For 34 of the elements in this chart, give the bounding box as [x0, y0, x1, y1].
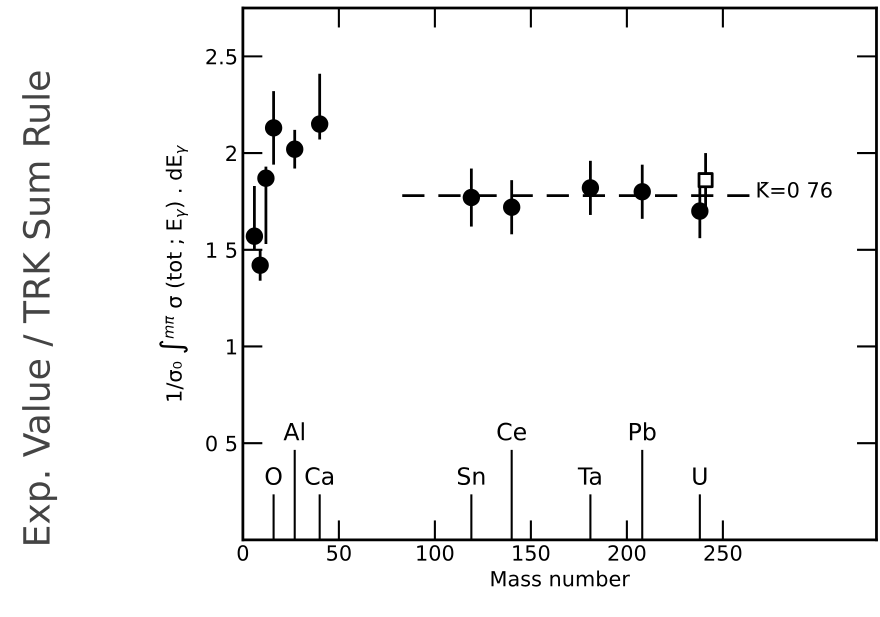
- y-tick-label: 0 5: [206, 436, 236, 452]
- y-tick-label: 2.5: [206, 48, 236, 65]
- point: [634, 183, 651, 200]
- ref-line-label: Ca: [306, 467, 334, 486]
- y-tick-label: 1: [227, 339, 236, 354]
- y-axis-title: 1/σ₀ ∫$^{mπ}$ σ (tot ; E$_{γ}$) . dE$_{γ}$: [159, 145, 188, 401]
- point: [311, 115, 328, 133]
- x-tick-label: 0: [238, 545, 248, 561]
- x-tick-label: 250: [704, 545, 742, 561]
- ref-line-label: Pb: [630, 422, 656, 441]
- ref-line-label: Ta: [578, 467, 601, 486]
- x-tick-label: 200: [608, 545, 646, 561]
- ref-line-label: O: [266, 467, 282, 486]
- series-label: K̄=0 76: [758, 182, 832, 198]
- ref-line-label: Ce: [497, 422, 526, 441]
- point: [462, 188, 480, 206]
- ref-line-label: U: [693, 467, 706, 486]
- ref-line-label: Sn: [458, 467, 484, 486]
- point: [691, 202, 709, 220]
- ref-line-label: Al: [284, 422, 304, 440]
- point: [264, 119, 282, 137]
- point: [698, 172, 714, 188]
- point: [251, 256, 269, 274]
- y-tick-label: 2: [226, 146, 236, 161]
- x-tick-label: 100: [417, 545, 454, 561]
- point: [246, 228, 264, 245]
- x-tick-label: 50: [327, 545, 351, 561]
- point: [257, 170, 275, 187]
- point: [503, 198, 520, 216]
- point: [286, 140, 304, 158]
- x-axis-title: Mass number: [492, 570, 630, 587]
- x-tick-label: 150: [513, 545, 550, 561]
- y-tick-label: 1 5: [207, 242, 236, 258]
- text: Exp. Value / TRK Sum Rule: [22, 72, 58, 544]
